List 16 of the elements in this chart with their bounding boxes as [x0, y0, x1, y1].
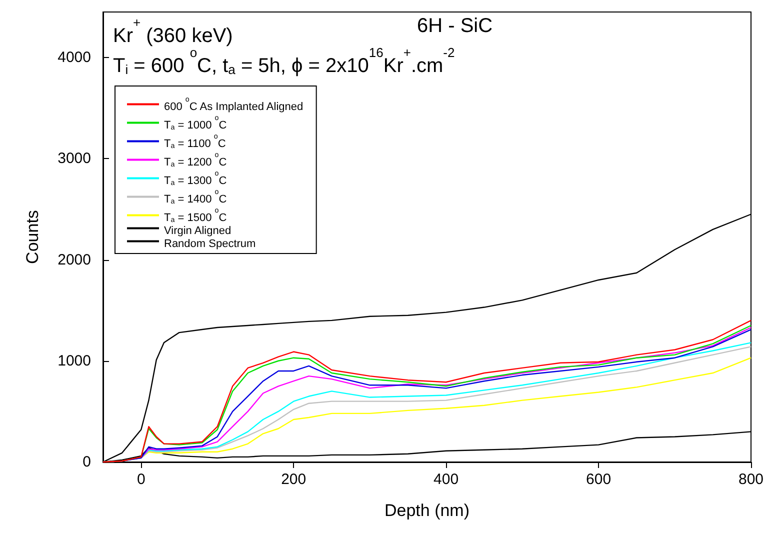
y-tick-label: 3000	[58, 150, 91, 168]
annotation: 6H - SiC	[417, 15, 493, 37]
y-tick-label: 2000	[58, 251, 91, 268]
x-tick-label: 200	[281, 471, 306, 488]
x-axis-title: Depth (nm)	[384, 501, 470, 520]
legend-label: Random Spectrum	[164, 238, 256, 250]
x-tick-label: 600	[586, 471, 612, 488]
legend-label: Virgin Aligned	[164, 225, 232, 237]
y-tick-label: 0	[82, 454, 91, 470]
y-tick-label: 1000	[58, 352, 91, 370]
x-tick-label: 0	[136, 471, 146, 488]
y-tick-label: 4000	[58, 49, 91, 66]
y-axis-title: Counts	[23, 210, 42, 264]
x-tick-label: 800	[738, 471, 764, 488]
x-tick-label: 400	[434, 471, 459, 488]
annotation: Kr+ (360 keV)	[113, 15, 233, 47]
